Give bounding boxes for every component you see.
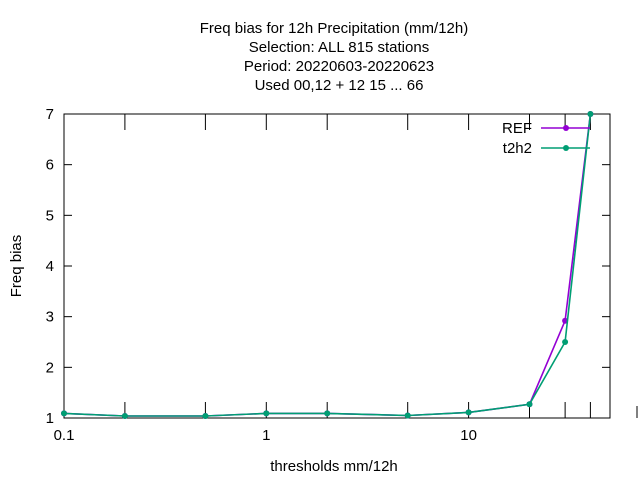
data-point-t2h2 <box>562 339 569 345</box>
data-point-t2h2 <box>465 409 472 416</box>
chart-title: Freq bias for 12h Precipitation (mm/12h)… <box>200 20 468 94</box>
legend-label-ref: REF <box>502 120 532 137</box>
y-axis-label: Freq bias <box>8 235 25 298</box>
data-point-t2h2 <box>526 401 533 408</box>
legend: REF t2h2 <box>502 120 590 157</box>
y-tick-label: 7 <box>46 106 54 123</box>
y-tick-label: 2 <box>46 359 54 376</box>
x-tick-label: 0.1 <box>54 427 75 444</box>
y-tick-label: 4 <box>46 258 54 275</box>
data-point-t2h2 <box>202 413 209 419</box>
plot-frame <box>63 113 611 419</box>
data-point-t2h2 <box>587 111 594 117</box>
y-tick-label: 3 <box>46 309 54 326</box>
data-point-t2h2 <box>121 413 128 419</box>
title-line-3: Period: 20220603-20220623 <box>244 58 434 75</box>
legend-label-t2h2: t2h2 <box>503 140 532 157</box>
legend-marker-t2h2 <box>563 145 569 151</box>
data-point-t2h2 <box>263 410 270 417</box>
data-series <box>61 111 594 419</box>
y-tick-label: 1 <box>46 410 54 427</box>
title-line-4: Used 00,12 + 12 15 ... 66 <box>255 77 424 94</box>
y-tick-label: 6 <box>46 157 54 174</box>
x-tick-label: 1 <box>262 427 270 444</box>
series-line-ref <box>63 113 592 417</box>
data-point-t2h2 <box>404 412 411 419</box>
data-point-t2h2 <box>61 410 67 417</box>
legend-marker-ref <box>563 125 569 131</box>
series-line-t2h2 <box>63 113 592 417</box>
title-line-1: Freq bias for 12h Precipitation (mm/12h) <box>200 20 468 37</box>
x-tick-label: 10 <box>460 427 477 444</box>
y-tick-label: 5 <box>46 207 54 224</box>
title-line-2: Selection: ALL 815 stations <box>249 39 429 56</box>
data-point-t2h2 <box>324 410 331 417</box>
x-axis-label: thresholds mm/12h <box>270 458 398 475</box>
